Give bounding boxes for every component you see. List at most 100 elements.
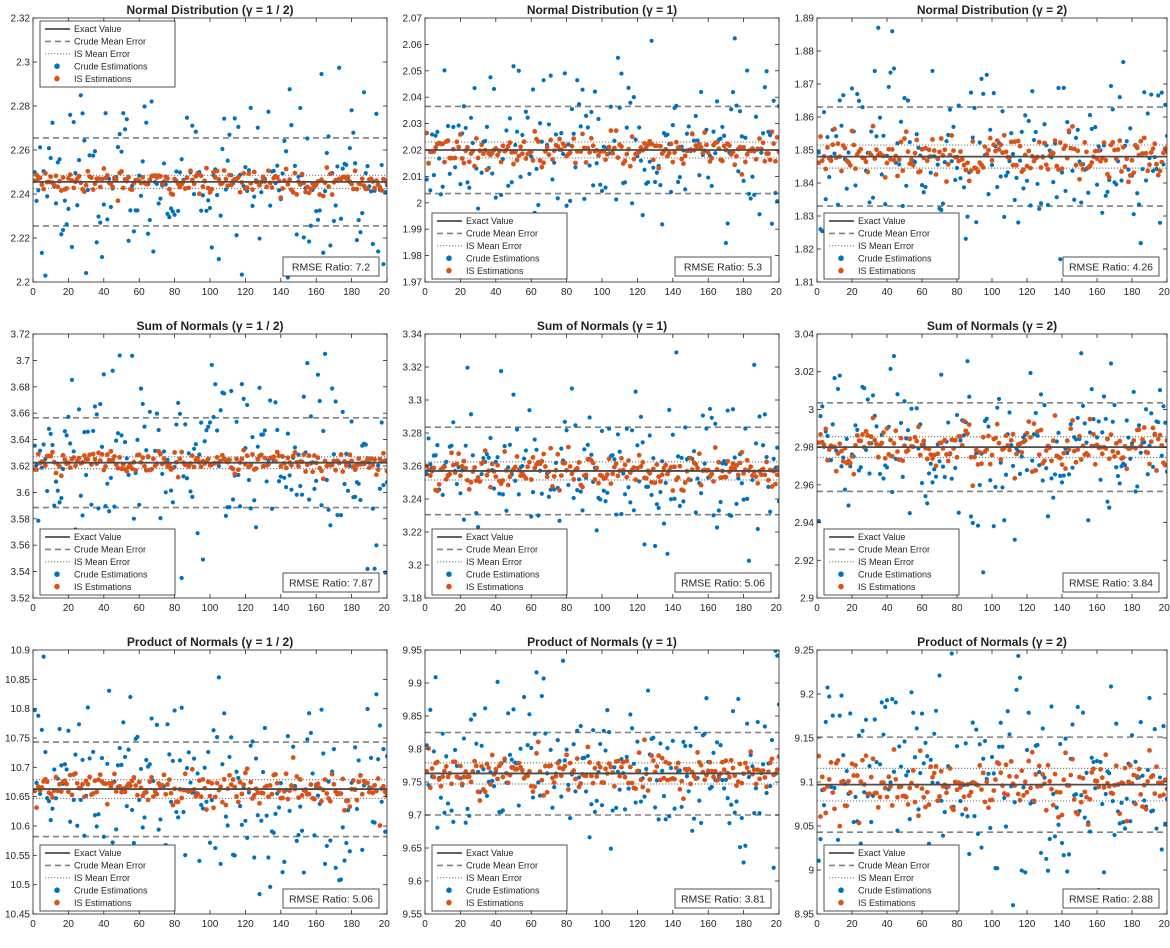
crude-estimation-point <box>374 111 379 116</box>
is-estimation-point <box>312 796 317 802</box>
crude-estimation-point <box>479 472 484 477</box>
x-tick-label: 20 <box>63 919 75 930</box>
x-tick-label: 180 <box>1124 287 1141 298</box>
is-estimation-point <box>158 173 163 179</box>
is-estimation-point <box>1078 162 1084 167</box>
is-estimation-point <box>340 776 346 782</box>
crude-estimation-point <box>149 99 154 104</box>
is-estimation-point <box>725 458 731 464</box>
is-estimation-point <box>739 780 745 786</box>
is-estimation-point <box>345 174 351 180</box>
is-estimation-point <box>427 785 433 791</box>
is-estimation-point <box>765 477 771 483</box>
x-tick-label: 160 <box>308 287 325 298</box>
crude-estimation-point <box>883 202 888 207</box>
x-tick-label: 100 <box>594 919 611 930</box>
crude-estimation-point <box>928 461 933 466</box>
is-estimation-point <box>668 464 674 470</box>
crude-estimation-point <box>222 711 227 716</box>
crude-estimation-point <box>932 731 937 736</box>
crude-estimation-point <box>1117 821 1122 826</box>
crude-estimation-point <box>1154 166 1159 171</box>
crude-estimation-point <box>209 245 214 250</box>
is-estimation-point <box>980 165 986 170</box>
crude-estimation-point <box>902 739 907 744</box>
is-estimation-point <box>900 458 906 464</box>
is-estimation-point <box>1015 138 1021 144</box>
crude-estimation-point <box>1086 518 1091 523</box>
crude-estimation-point <box>319 71 324 77</box>
crude-estimation-point <box>381 483 386 488</box>
crude-estimation-point <box>347 849 352 854</box>
is-estimation-point <box>615 758 621 764</box>
is-estimation-point <box>672 150 677 155</box>
crude-estimation-point <box>472 712 477 717</box>
crude-estimation-point <box>138 766 144 772</box>
is-estimation-point <box>765 151 771 157</box>
is-estimation-point <box>235 799 241 805</box>
is-estimation-point <box>1028 434 1033 440</box>
is-estimation-point <box>1131 438 1137 443</box>
crude-estimation-point <box>1073 135 1079 141</box>
is-estimation-point <box>150 794 156 799</box>
crude-estimation-point <box>1030 458 1035 463</box>
crude-estimation-point <box>1054 439 1059 444</box>
x-tick-label: 20 <box>455 919 467 930</box>
is-estimation-point <box>769 756 775 762</box>
crude-estimation-point <box>1079 351 1084 356</box>
crude-estimation-point <box>965 359 970 364</box>
crude-estimation-point <box>683 743 688 749</box>
crude-estimation-point <box>333 865 338 870</box>
is-estimation-point <box>839 168 844 174</box>
crude-estimation-point <box>255 813 260 818</box>
crude-estimation-point <box>768 509 773 514</box>
crude-estimation-point <box>846 503 851 508</box>
crude-estimation-point <box>144 448 149 453</box>
crude-estimation-point <box>84 270 89 276</box>
x-tick-label: 40 <box>490 919 502 930</box>
crude-estimation-point <box>45 795 50 801</box>
x-tick-label: 0 <box>30 603 36 614</box>
is-estimation-point <box>195 170 201 176</box>
is-estimation-point <box>1045 166 1051 172</box>
y-tick-label: 2.01 <box>403 172 423 183</box>
crude-estimation-point <box>504 128 509 133</box>
crude-estimation-point <box>525 115 530 120</box>
y-tick-label: 2 <box>416 198 422 209</box>
is-estimation-point <box>489 752 495 758</box>
crude-estimation-point <box>78 493 83 498</box>
is-estimation-point <box>1063 750 1068 756</box>
is-estimation-point <box>952 437 958 443</box>
crude-estimation-point <box>101 372 106 377</box>
crude-estimation-point <box>954 412 960 418</box>
is-estimation-point <box>823 810 829 816</box>
is-estimation-point <box>175 474 181 480</box>
is-estimation-point <box>103 781 108 787</box>
crude-estimation-point <box>656 505 661 511</box>
crude-estimation-point <box>191 446 197 451</box>
is-estimation-point <box>742 159 748 165</box>
crude-estimation-point <box>743 135 748 140</box>
is-estimation-point <box>1124 466 1130 472</box>
is-estimation-point <box>320 476 326 482</box>
crude-estimation-point <box>456 123 461 128</box>
crude-estimation-point <box>1024 747 1030 753</box>
crude-estimation-point <box>1154 826 1159 831</box>
is-estimation-point <box>512 464 518 470</box>
crude-estimation-point <box>234 769 239 774</box>
crude-estimation-point <box>890 29 895 34</box>
is-estimation-point <box>101 166 107 171</box>
crude-estimation-point <box>709 415 714 420</box>
crude-estimation-point <box>245 402 250 408</box>
crude-estimation-point <box>677 175 682 180</box>
crude-estimation-point <box>183 422 188 427</box>
is-estimation-point <box>239 791 245 797</box>
is-estimation-point <box>541 160 546 166</box>
is-estimation-point <box>949 133 955 138</box>
crude-estimation-point <box>1163 420 1167 425</box>
crude-estimation-point <box>1037 206 1042 211</box>
crude-estimation-point <box>599 188 605 193</box>
crude-estimation-point <box>488 75 493 80</box>
